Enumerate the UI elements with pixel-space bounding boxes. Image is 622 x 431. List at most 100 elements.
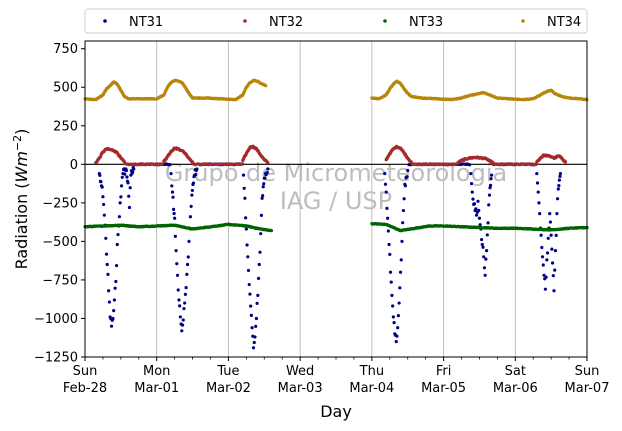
data-point-NT31 (542, 273, 546, 277)
data-point-NT31 (174, 249, 178, 253)
data-point-NT31 (555, 212, 559, 216)
data-point-NT31 (541, 263, 545, 267)
data-point-NT31 (543, 287, 548, 291)
data-point-NT31 (256, 276, 261, 280)
data-point-NT31 (540, 255, 545, 259)
data-point-NT31 (177, 298, 181, 302)
data-point-NT31 (188, 215, 193, 219)
x-tick-label-weekday: Sun (73, 364, 98, 379)
data-point-NT31 (194, 172, 198, 177)
data-point-NT31 (548, 220, 553, 224)
x-tick-label-date: Mar-07 (565, 381, 610, 396)
data-point-NT31 (386, 229, 390, 233)
x-tick-label-date: Mar-05 (421, 381, 466, 396)
data-point-NT31 (469, 171, 473, 176)
data-point-NT31 (244, 216, 248, 220)
legend-label-NT33: NT33 (409, 15, 443, 30)
data-point-NT31 (403, 184, 408, 188)
data-point-NT31 (104, 236, 108, 240)
data-point-NT31 (102, 202, 106, 207)
data-point-NT31 (125, 175, 129, 179)
data-point-NT31 (550, 261, 555, 265)
data-point-NT31 (539, 233, 543, 237)
data-point-NT31 (250, 326, 254, 330)
data-point-NT31 (190, 193, 194, 197)
data-point-NT31 (482, 255, 486, 259)
data-point-NT31 (396, 313, 400, 318)
data-point-NT31 (385, 206, 389, 210)
data-point-NT31 (557, 184, 561, 188)
data-point-NT31 (246, 268, 251, 273)
data-point-NT31 (486, 221, 490, 225)
y-tick-label: −750 (42, 273, 78, 288)
data-point-NT31 (546, 236, 550, 240)
x-tick-label-weekday: Tue (216, 364, 239, 379)
legend-label-NT31: NT31 (129, 15, 163, 30)
y-tick-label: −250 (42, 196, 78, 211)
data-point-NT31 (114, 279, 118, 284)
data-point-NT31 (398, 286, 402, 290)
data-point-NT31 (249, 313, 253, 317)
data-point-NT31 (474, 207, 478, 211)
data-point-NT31 (483, 273, 487, 277)
series-NT33 (83, 221, 589, 233)
data-point-NT31 (558, 174, 562, 178)
data-point-NT31 (260, 196, 264, 200)
data-point-NT31 (109, 324, 114, 328)
data-point-NT31 (480, 242, 484, 247)
data-point-NT31 (266, 167, 270, 171)
data-point-NT31 (98, 173, 102, 177)
data-point-NT31 (265, 171, 269, 175)
data-point-NT31 (557, 178, 561, 182)
data-point-NT31 (187, 239, 191, 243)
data-point-NT31 (391, 315, 395, 319)
data-point-NT31 (469, 182, 474, 186)
data-point-NT31 (104, 252, 109, 256)
data-point-NT31 (111, 316, 115, 321)
data-point-NT31 (391, 304, 395, 308)
data-point-NT31 (485, 249, 489, 253)
data-point-NT31 (178, 304, 182, 308)
watermark: Grupo de Micrometeorologia IAG / USP (165, 159, 507, 215)
data-point-NT31 (112, 308, 116, 313)
data-point-NT31 (258, 250, 262, 254)
data-point-NT31 (536, 190, 540, 194)
data-point-NT31 (481, 245, 485, 249)
data-point-NT31 (118, 201, 122, 205)
data-point-NT31 (114, 263, 119, 268)
legend-marker-NT32 (243, 19, 247, 23)
data-point-NT31 (479, 237, 484, 242)
data-point-NT31 (127, 194, 131, 198)
y-axis-ticks: −1250 −1000 −750 −500 −250 0 250 500 750 (34, 42, 85, 366)
data-point-NT31 (116, 232, 120, 237)
y-axis-title-close: ) (12, 129, 31, 135)
x-tick-label-weekday: Sat (505, 364, 526, 379)
data-point-NT31 (383, 182, 388, 186)
data-point-NT31 (242, 186, 246, 190)
data-point-NT31 (538, 212, 542, 216)
data-point-NT31 (401, 208, 406, 213)
x-tick-label-date: Mar-04 (349, 381, 394, 396)
data-point-NT31 (390, 293, 394, 297)
y-axis-title-main: Radiation ( (12, 182, 31, 269)
data-point-NT31 (126, 181, 130, 185)
data-point-NT31 (490, 173, 494, 177)
data-point-NT31 (112, 298, 117, 302)
data-point-NT31 (537, 201, 541, 205)
x-tick-label-date: Mar-03 (278, 381, 323, 396)
data-point-NT32 (239, 162, 244, 166)
y-axis-title-exponent: −2 (11, 135, 24, 151)
x-tick-label-date: Mar-02 (206, 381, 251, 396)
data-point-NT31 (388, 270, 393, 274)
data-point-NT31 (383, 171, 387, 176)
data-point-NT31 (107, 289, 111, 293)
data-point-NT31 (252, 340, 256, 345)
data-point-NT31 (175, 273, 180, 277)
data-point-NT31 (246, 255, 250, 259)
data-point-NT31 (259, 213, 264, 217)
data-point-NT31 (261, 194, 265, 198)
data-point-NT31 (400, 239, 404, 243)
y-tick-label: 750 (53, 42, 78, 57)
data-point-NT31 (555, 197, 560, 201)
